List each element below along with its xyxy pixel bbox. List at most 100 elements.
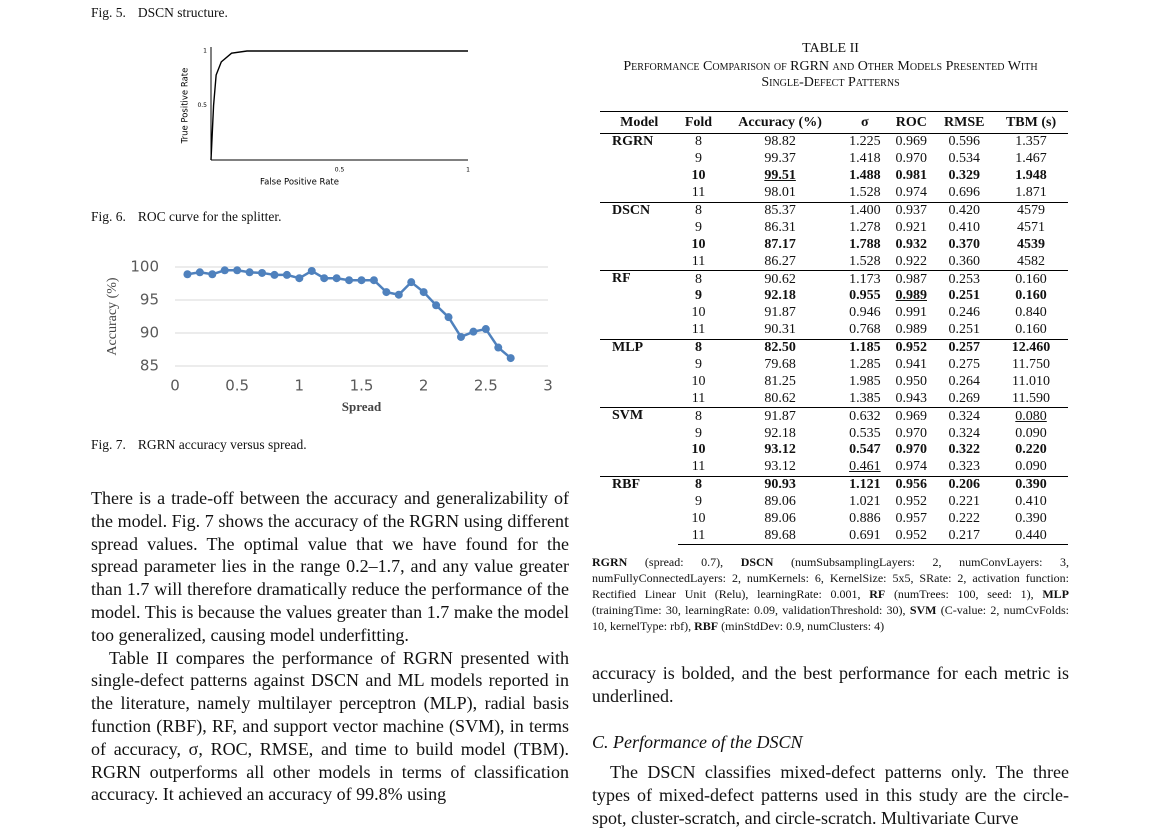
table-cell: 4582 [1017, 253, 1046, 269]
model-cell: RGRN [600, 133, 679, 203]
data-point [282, 270, 291, 279]
table-cell: 0.440 [994, 527, 1068, 546]
table-cell: 0.991 [895, 305, 928, 321]
footnote-params: (numSubsamplingLayers: 2, numConvLayers:… [592, 555, 1069, 601]
table-cell: 0.987 [888, 270, 935, 289]
table-cell: 0.691 [841, 527, 889, 546]
fig7-caption: Fig. 7. RGRN accuracy versus spread. [91, 437, 307, 453]
table-cell: 0.943 [895, 390, 928, 406]
table-cell: 0.329 [948, 168, 981, 184]
table-cell: 89.68 [718, 527, 842, 546]
data-point [382, 288, 391, 297]
table-cell: 0.206 [934, 475, 995, 494]
table-row: RGRN 8 98.82 1.225 0.969 0.596 1.357 [600, 132, 1068, 203]
table-row: 11 93.12 0.461 0.974 0.323 0.090 [600, 459, 1068, 476]
table-cell: 79.68 [764, 357, 796, 373]
table-cell: 0.989 [895, 288, 928, 304]
table-cell: 0.840 [1015, 305, 1047, 321]
fig5-caption: Fig. 5. DSCN structure. [91, 5, 228, 21]
table-cell: 0.535 [849, 425, 881, 441]
table-cell: 91.87 [718, 407, 842, 426]
table-row: 9 92.18 0.955 0.989 0.251 0.160 [600, 288, 1068, 305]
right-body: The DSCN classifies mixed-defect pattern… [592, 761, 1069, 829]
table-cell: 0.251 [948, 288, 981, 304]
table-cell: 0.696 [948, 185, 981, 201]
caption-label: Fig. 6. [91, 209, 126, 224]
table-row: 10 81.25 1.985 0.950 0.264 11.010 [600, 373, 1068, 390]
paragraph: accuracy is bolded, and the best perform… [592, 663, 1069, 706]
table-cell: 1.400 [841, 201, 889, 220]
table-cell: 0.632 [841, 407, 889, 426]
table-cell: 92.18 [764, 288, 796, 304]
table-cell: 9 [694, 425, 702, 441]
footnote-model: DSCN [740, 555, 774, 569]
table-cell: 1.488 [849, 168, 881, 184]
table-cell: 0.989 [895, 322, 928, 338]
table-cell: 4579 [994, 201, 1068, 220]
table-cell: 1.788 [849, 236, 881, 252]
table-cell: 10 [691, 305, 706, 321]
table-cell: 0.222 [948, 511, 981, 527]
table-cell: 8 [678, 407, 719, 426]
table-cell: 0.974 [895, 185, 928, 201]
accuracy-chart: 85 90 95 100 0 0.5 1 1.5 2 2.5 3 Spread Accuracy (%) [105, 258, 553, 414]
x-tick-label: 1 [466, 167, 470, 174]
table-cell: 0.253 [934, 270, 995, 289]
table-cell: 92.18 [764, 425, 796, 441]
table-cell: 9 [694, 219, 702, 235]
caption-text: RGRN accuracy versus spread. [137, 437, 307, 452]
table-row: RF 8 90.62 1.173 0.987 0.253 0.160 [600, 270, 1068, 340]
data-point [432, 301, 441, 310]
footnote-params: (trainingTime: 30, learningRate: 0.09, v… [592, 603, 906, 617]
table-row: MLP 8 82.50 1.185 0.952 0.257 12.460 [600, 338, 1068, 408]
footnote-model: MLP [1042, 587, 1070, 601]
table-cell: 0.322 [948, 442, 981, 458]
table-footnote: RGRN (spread: 0.7), DSCN (numSubsampling… [592, 554, 1069, 634]
footnote-params: (numTrees: 100, seed: 1), [893, 587, 1034, 601]
table-cell: 1.185 [841, 338, 889, 357]
paragraph: Table II compares the performance of RGR… [91, 647, 569, 805]
data-point [444, 313, 453, 322]
y-tick-label: 90 [140, 324, 159, 342]
caption-label: Fig. 5. [91, 5, 126, 20]
table-row: 9 99.37 1.418 0.970 0.534 1.467 [600, 151, 1068, 168]
x-axis-title: False Positive Rate [260, 178, 339, 188]
footnote-model: RBF [694, 619, 719, 633]
table-cell: 1.278 [849, 219, 881, 235]
data-point [357, 276, 366, 285]
left-body: There is a trade-off between the accurac… [91, 487, 569, 806]
y-tick-label: 95 [140, 291, 159, 309]
table-row: 9 86.31 1.278 0.921 0.410 4571 [600, 219, 1068, 236]
table-cell: 0.547 [849, 442, 881, 458]
footnote-params: (C-value: 2, numCvFolds: 10, kernelType:… [592, 603, 1070, 633]
model-cell: DSCN [600, 201, 679, 271]
y-axis-title: True Positive Rate [181, 68, 191, 145]
table-cell: 90.93 [718, 475, 842, 494]
table-cell: 0.950 [895, 373, 928, 389]
model-cell: RF [600, 270, 679, 340]
table-cell: 0.952 [895, 494, 928, 510]
table-cell: 80.62 [764, 390, 796, 406]
column-header: σ [841, 111, 889, 134]
table-cell: 0.886 [849, 511, 881, 527]
data-point [506, 354, 515, 363]
paragraph: There is a trade-off between the accurac… [91, 488, 569, 645]
table-row: 11 80.62 1.385 0.943 0.269 11.590 [600, 390, 1068, 407]
table-cell: 82.50 [718, 338, 842, 357]
paragraph: The DSCN classifies mixed-defect pattern… [592, 762, 1069, 828]
table-cell: 11.010 [1012, 373, 1051, 389]
data-point [245, 268, 254, 277]
data-point [345, 276, 354, 285]
table-cell: 85.37 [718, 201, 842, 220]
y-tick-label: 100 [130, 258, 159, 276]
table-cell: 0.221 [948, 494, 981, 510]
table-cell: 1.021 [849, 494, 881, 510]
table-title: TABLE II [802, 41, 859, 56]
table-row: 9 92.18 0.535 0.970 0.324 0.090 [600, 425, 1068, 442]
table-cell: 0.410 [948, 219, 981, 235]
table-cell: 99.51 [764, 168, 796, 184]
table-cell: 0.969 [888, 132, 935, 151]
table-cell: 0.981 [895, 168, 928, 184]
table-cell: 11 [691, 253, 706, 269]
data-point [295, 274, 304, 283]
